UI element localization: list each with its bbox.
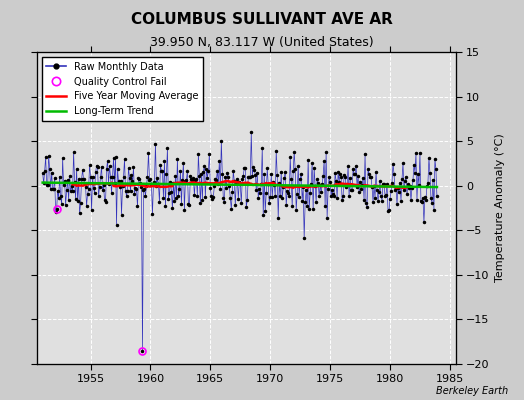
- Y-axis label: Temperature Anomaly (°C): Temperature Anomaly (°C): [495, 134, 505, 282]
- Text: COLUMBUS SULLIVANT AVE AR: COLUMBUS SULLIVANT AVE AR: [131, 12, 393, 27]
- Legend: Raw Monthly Data, Quality Control Fail, Five Year Moving Average, Long-Term Tren: Raw Monthly Data, Quality Control Fail, …: [41, 57, 203, 121]
- Text: 39.950 N, 83.117 W (United States): 39.950 N, 83.117 W (United States): [150, 36, 374, 49]
- Text: Berkeley Earth: Berkeley Earth: [436, 386, 508, 396]
